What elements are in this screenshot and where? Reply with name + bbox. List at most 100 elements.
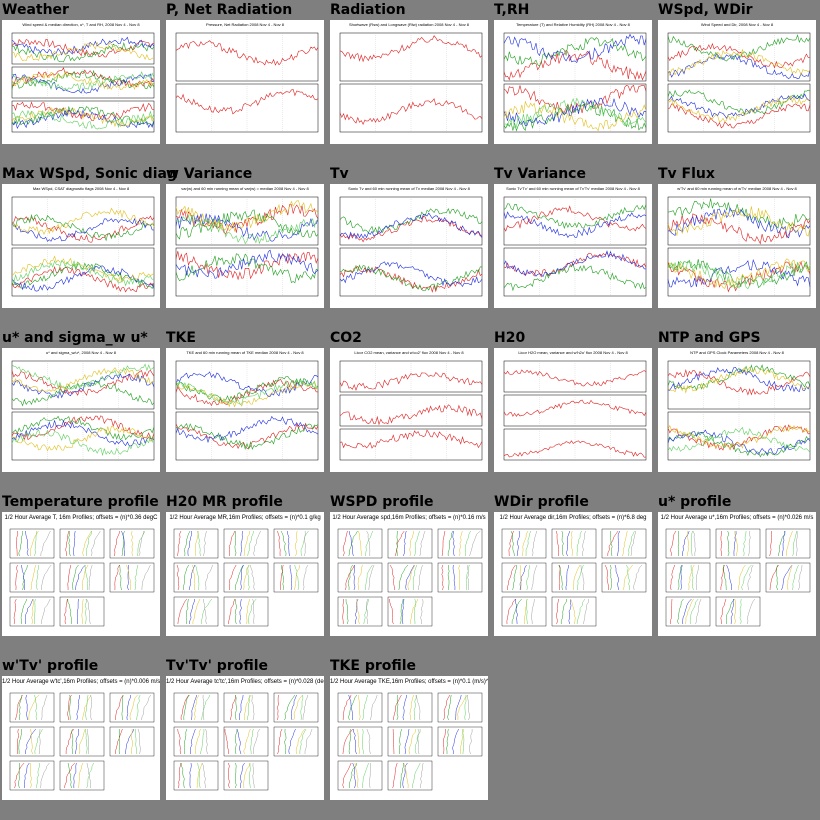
- plot-thumbnail-link[interactable]: Sonic Tv'Tv' and 60 min running mean of …: [494, 184, 652, 308]
- plot-thumbnail-link[interactable]: Licor CO2 mean, variance and w'co2' flux…: [330, 348, 488, 472]
- profile-line: [343, 530, 348, 557]
- profile-panel: [665, 528, 711, 559]
- series-line: [175, 89, 319, 115]
- series-line: [667, 260, 811, 293]
- series-line: [11, 363, 155, 390]
- series-line: [503, 49, 647, 81]
- profile-line: [130, 728, 133, 755]
- profile-line: [247, 694, 251, 720]
- profile-panel: [551, 562, 597, 593]
- plot-cell-tv: Tv Sonic Tv and 60 min running mean of Tv…: [328, 164, 490, 328]
- profile-line: [561, 530, 564, 557]
- profile-line: [304, 728, 313, 754]
- plot-thumbnail-link[interactable]: 1/2 Hour Average u*,16m Profiles; offset…: [658, 512, 816, 636]
- plot-thumbnail-link[interactable]: Licor H2O mean, variance and w'h2o' flux…: [494, 348, 652, 472]
- plot-thumbnail-link[interactable]: Max WSpd, CSAT diagnostic flags 2008 Nov…: [2, 184, 160, 308]
- profile-panel: [9, 596, 55, 627]
- plot-thumbnail-link[interactable]: u* and sigma_w/u*, 2008 Nov 4 - Nov 8: [2, 348, 160, 472]
- plot-cell-title: P, Net Radiation: [166, 2, 293, 18]
- profile-line: [239, 598, 242, 625]
- profile-line: [180, 762, 185, 789]
- profile-line: [366, 598, 368, 625]
- profile-line: [293, 694, 303, 721]
- profile-line: [778, 530, 786, 557]
- plot-inner-title: 1/2 Hour Average spd,16m Profiles; offse…: [332, 515, 486, 521]
- profile-line: [246, 598, 251, 625]
- profile-line: [354, 762, 359, 789]
- profile-line: [86, 762, 91, 789]
- profile-line: [464, 530, 471, 557]
- series-line: [503, 203, 647, 230]
- profile-panel: [337, 596, 383, 627]
- plot-inner-title: Licor H2O mean, variance and w'h2o' flux…: [518, 350, 628, 355]
- plot-thumbnail-link[interactable]: 1/2 Hour Average MR,16m Profiles; offset…: [166, 512, 324, 636]
- profile-line: [189, 598, 196, 625]
- plot-thumbnail-link[interactable]: 1/2 Hour Average tc'tc',16m Profiles; of…: [166, 676, 324, 800]
- plot-thumbnail-link[interactable]: 1/2 Hour Average spd,16m Profiles; offse…: [330, 512, 488, 636]
- profile-line: [228, 530, 235, 557]
- plot-cell-t-rh: T,RH Temperature (T) and Relative Humidit…: [492, 0, 654, 164]
- profile-line: [201, 762, 206, 789]
- profile-line: [239, 694, 244, 720]
- series-line: [503, 84, 647, 114]
- series-line: [11, 379, 155, 407]
- profile-panel: [223, 596, 269, 627]
- profile-line: [607, 530, 619, 557]
- plot-thumbnail-link[interactable]: Temperature (T) and Relative Humidity (R…: [494, 20, 652, 144]
- profile-line: [284, 694, 296, 721]
- profile-panel: [273, 726, 319, 757]
- profile-line: [465, 564, 470, 591]
- plot-thumbnail-link[interactable]: TKE and 60 min running mean of TKE media…: [166, 348, 324, 472]
- profile-panel: [601, 562, 647, 593]
- profile-line: [16, 530, 19, 557]
- profile-line: [228, 762, 230, 789]
- profile-line: [191, 564, 196, 591]
- profile-line: [235, 762, 237, 789]
- plot-image: [11, 360, 155, 461]
- profile-line: [188, 564, 196, 591]
- plot-cell-radiation: Radiation Shortwave (Rsw) and Longwave (R…: [328, 0, 490, 164]
- series-line: [11, 419, 155, 447]
- plot-inner-title: 1/2 Hour Average MR,16m Profiles; offset…: [169, 515, 321, 521]
- plot-thumbnail-link[interactable]: 1/2 Hour Average dir,16m Profiles; offse…: [494, 512, 652, 636]
- plot-image: [173, 528, 319, 627]
- plot-inner-title: NTP and GPS Clock Parameters 2008 Nov 4 …: [690, 350, 784, 355]
- profile-line: [576, 530, 582, 557]
- series-line: [12, 213, 155, 242]
- profile-line: [240, 762, 245, 789]
- profile-line: [727, 530, 730, 557]
- plot-thumbnail-link[interactable]: 1/2 Hour Average T, 16m Profiles; offset…: [2, 512, 160, 636]
- series-line: [11, 259, 155, 287]
- profile-line: [695, 598, 702, 625]
- plot-thumbnail-link[interactable]: Sonic Tv and 60 min running mean of Tv m…: [330, 184, 488, 308]
- profile-line: [452, 728, 460, 755]
- plot-thumbnail-link[interactable]: Wind speed & median direction, u*, T and…: [2, 20, 160, 144]
- plot-cell-title: Tv'Tv' profile: [166, 658, 269, 674]
- profile-line: [622, 530, 628, 557]
- plot-thumbnail-link[interactable]: 1/2 Hour Average TKE,16m Profiles; offse…: [330, 676, 488, 800]
- plot-inner-title: TKE and 60 min running mean of TKE media…: [186, 350, 304, 355]
- series-line: [11, 429, 155, 457]
- plot-thumbnail-link[interactable]: NTP and GPS Clock Parameters 2008 Nov 4 …: [658, 348, 816, 472]
- profile-line: [407, 564, 415, 591]
- profile-line: [687, 530, 689, 556]
- plot-thumbnail-link[interactable]: Shortwave (Rsw) and Longwave (Rlw) radia…: [330, 20, 488, 144]
- plot-thumbnail-link[interactable]: var(w) and 60 min running mean of var(w)…: [166, 184, 324, 308]
- plot-thumbnail-link[interactable]: 1/2 Hour Average w'tc',16m Profiles; off…: [2, 676, 160, 800]
- plot-thumbnail-link[interactable]: Pressure, Net Radiation 2008 Nov 4 - Nov…: [166, 20, 324, 144]
- profile-line: [398, 564, 409, 591]
- profile-line: [348, 694, 358, 721]
- profile-line: [670, 564, 676, 591]
- series-line: [11, 255, 155, 284]
- profile-panel: [387, 596, 433, 627]
- profile-line: [75, 728, 79, 755]
- profile-panel: [715, 596, 761, 627]
- series-line: [667, 42, 811, 69]
- profile-line: [136, 694, 141, 721]
- plot-cell-tv-variance: Tv Variance Sonic Tv'Tv' and 60 min runni…: [492, 164, 654, 328]
- plot-thumbnail-link[interactable]: w'Tv' and 60 min running mean of w'Tv' m…: [658, 184, 816, 308]
- profile-line: [281, 565, 284, 591]
- profile-line: [414, 530, 420, 557]
- plot-thumbnail-link[interactable]: Wind Speed and Dir, 2008 Nov 4 - Nov 8: [658, 20, 816, 144]
- profile-line: [295, 728, 306, 755]
